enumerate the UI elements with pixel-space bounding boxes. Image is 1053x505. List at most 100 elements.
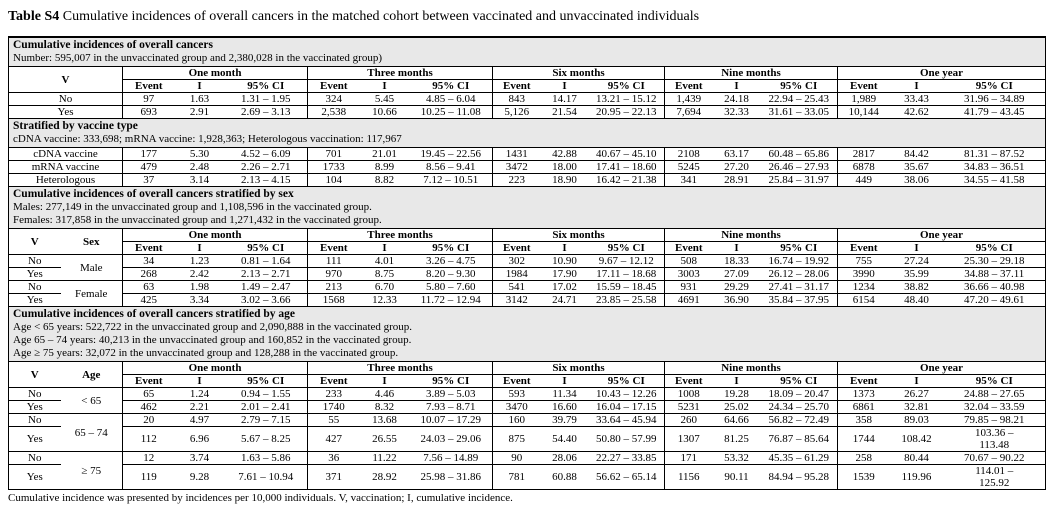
data-cell: 34.83 – 36.51 xyxy=(943,160,1046,174)
sub-header: I xyxy=(712,241,761,255)
data-cell: 12.33 xyxy=(359,293,410,307)
data-cell: 6.70 xyxy=(359,280,410,294)
table-section-1: Cumulative incidences of overall cancers… xyxy=(8,37,1046,119)
sub-header: I xyxy=(712,374,761,388)
section-note: Females: 317,858 in the unvaccinated gro… xyxy=(13,214,382,226)
strata-column-header: Sex xyxy=(60,228,123,255)
data-cell: 2.79 – 7.15 xyxy=(224,413,308,427)
v-label: Yes xyxy=(8,267,61,281)
data-cell: 4.46 xyxy=(359,387,410,401)
data-cell: 8.56 – 9.41 xyxy=(409,160,493,174)
data-cell: 1.31 – 1.95 xyxy=(224,92,308,106)
section-band: Cumulative incidences of overall cancers… xyxy=(8,37,1046,67)
data-cell: 65 xyxy=(122,387,175,401)
data-cell: 7,694 xyxy=(664,105,713,119)
sub-header: 95% CI xyxy=(943,241,1046,255)
data-cell: 32.81 xyxy=(889,400,944,414)
data-cell: 38.06 xyxy=(889,173,944,187)
data-row: No 97 1.63 1.31 – 1.95 324 5.45 4.85 – 6.04 843… xyxy=(8,92,1046,106)
data-cell: 4.52 – 6.09 xyxy=(224,147,308,161)
period-header: Three months xyxy=(307,361,493,375)
data-cell: 60.48 – 65.86 xyxy=(760,147,838,161)
section-note: cDNA vaccine: 333,698; mRNA vaccine: 1,9… xyxy=(13,133,402,145)
table-caption: Cumulative incidences of overall cancers… xyxy=(62,9,700,24)
data-cell: 76.87 – 85.64 xyxy=(760,426,838,452)
data-cell: 3.26 – 4.75 xyxy=(409,254,493,268)
data-cell: 8.75 xyxy=(359,267,410,281)
data-cell: 50.80 – 57.99 xyxy=(588,426,665,452)
sub-header: I xyxy=(359,241,410,255)
data-cell: 10.90 xyxy=(540,254,589,268)
v-label: No xyxy=(8,280,61,294)
data-cell: 55 xyxy=(307,413,360,427)
period-header: Nine months xyxy=(664,228,838,242)
data-cell: 26.55 xyxy=(359,426,410,452)
sub-header: Event xyxy=(664,374,713,388)
data-cell: 21.54 xyxy=(540,105,589,119)
section-note: Number: 595,007 in the unvaccinated grou… xyxy=(13,52,383,64)
data-cell: 233 xyxy=(307,387,360,401)
data-cell: 3003 xyxy=(664,267,713,281)
strata-column-header: Age xyxy=(60,361,123,388)
data-cell: 42.88 xyxy=(540,147,589,161)
v-label: Yes xyxy=(8,426,61,452)
data-cell: 341 xyxy=(664,173,713,187)
data-cell: 2817 xyxy=(837,147,890,161)
data-cell: 7.56 – 14.89 xyxy=(409,451,493,465)
data-cell: 8.20 – 9.30 xyxy=(409,267,493,281)
data-cell: 4691 xyxy=(664,293,713,307)
period-header: Six months xyxy=(492,66,665,80)
data-cell: 33.64 – 45.94 xyxy=(588,413,665,427)
period-header: Three months xyxy=(307,66,493,80)
data-cell: 31.61 – 33.05 xyxy=(760,105,838,119)
data-cell: 31.96 – 34.89 xyxy=(943,92,1046,106)
data-cell: 2.01 – 2.41 xyxy=(224,400,308,414)
data-cell: 177 xyxy=(122,147,175,161)
data-cell: 10,144 xyxy=(837,105,890,119)
v-label: No xyxy=(8,413,61,427)
data-cell: 97 xyxy=(122,92,175,106)
sub-header: Event xyxy=(122,79,175,93)
data-cell: 2.69 – 3.13 xyxy=(224,105,308,119)
data-cell: 17.90 xyxy=(540,267,589,281)
data-cell: 1008 xyxy=(664,387,713,401)
data-cell: 25.98 – 31.86 xyxy=(409,464,493,490)
period-header: One year xyxy=(836,228,1046,242)
sub-header: 95% CI xyxy=(943,79,1046,93)
sub-header: 95% CI xyxy=(943,374,1046,388)
period-header: Three months xyxy=(307,228,493,242)
data-cell: 8.32 xyxy=(359,400,410,414)
sub-header: I xyxy=(889,241,944,255)
data-cell: 119.96 xyxy=(889,464,944,490)
data-cell: 90 xyxy=(492,451,541,465)
data-row: Heterologous 37 3.14 2.13 – 4.15 104 8.82 7.12… xyxy=(8,173,1046,187)
data-cell: 5.80 – 7.60 xyxy=(409,280,493,294)
data-cell: 24.03 – 29.06 xyxy=(409,426,493,452)
sub-header: 95% CI xyxy=(760,374,838,388)
sub-header: Event xyxy=(837,374,890,388)
data-cell: 27.09 xyxy=(712,267,761,281)
data-cell: 18.00 xyxy=(540,160,589,174)
data-cell: 3.34 xyxy=(174,293,225,307)
data-cell: 3.14 xyxy=(174,173,225,187)
data-cell: 22.94 – 25.43 xyxy=(760,92,838,106)
data-cell: 508 xyxy=(664,254,713,268)
data-cell: 10.43 – 12.26 xyxy=(588,387,665,401)
sub-header: Event xyxy=(492,241,541,255)
data-cell: 5.67 – 8.25 xyxy=(224,426,308,452)
data-cell: 103.36 – 113.48 xyxy=(943,426,1046,452)
data-row: Yes 462 2.21 2.01 – 2.41 1740 8.32 7.93 – 8.71… xyxy=(8,400,1046,414)
sub-header: Event xyxy=(837,241,890,255)
data-cell: 20 xyxy=(122,413,175,427)
data-cell: 29.29 xyxy=(712,280,761,294)
data-cell: 1568 xyxy=(307,293,360,307)
data-cell: 1156 xyxy=(664,464,713,490)
data-cell: 358 xyxy=(837,413,890,427)
period-header: Six months xyxy=(492,228,665,242)
data-cell: 81.31 – 87.52 xyxy=(943,147,1046,161)
data-cell: 1307 xyxy=(664,426,713,452)
data-row: Yes 119 9.28 7.61 – 10.94 371 28.92 25.98 – 31… xyxy=(8,464,1046,490)
data-cell: 2.13 – 4.15 xyxy=(224,173,308,187)
data-cell: 80.44 xyxy=(889,451,944,465)
data-cell: 39.79 xyxy=(540,413,589,427)
